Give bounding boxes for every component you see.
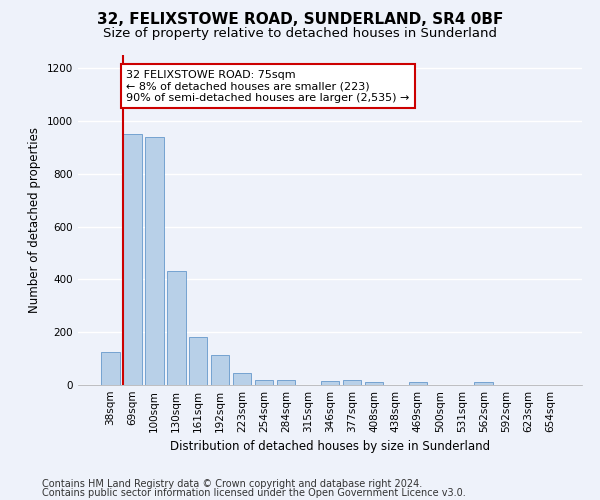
Text: 32, FELIXSTOWE ROAD, SUNDERLAND, SR4 0BF: 32, FELIXSTOWE ROAD, SUNDERLAND, SR4 0BF <box>97 12 503 28</box>
Bar <box>167 272 185 385</box>
Text: Contains public sector information licensed under the Open Government Licence v3: Contains public sector information licen… <box>42 488 466 498</box>
Y-axis label: Number of detached properties: Number of detached properties <box>28 127 41 313</box>
Bar <box>277 380 295 385</box>
Bar <box>101 352 119 385</box>
Bar <box>233 373 251 385</box>
Bar <box>123 134 142 385</box>
Bar <box>211 354 229 385</box>
Bar <box>475 382 493 385</box>
Bar <box>145 138 164 385</box>
Bar <box>343 380 361 385</box>
Bar <box>189 337 208 385</box>
Text: Contains HM Land Registry data © Crown copyright and database right 2024.: Contains HM Land Registry data © Crown c… <box>42 479 422 489</box>
Bar <box>255 380 274 385</box>
Bar <box>320 381 340 385</box>
Bar <box>365 382 383 385</box>
Text: 32 FELIXSTOWE ROAD: 75sqm
← 8% of detached houses are smaller (223)
90% of semi-: 32 FELIXSTOWE ROAD: 75sqm ← 8% of detach… <box>126 70 410 102</box>
Text: Size of property relative to detached houses in Sunderland: Size of property relative to detached ho… <box>103 28 497 40</box>
X-axis label: Distribution of detached houses by size in Sunderland: Distribution of detached houses by size … <box>170 440 490 454</box>
Bar <box>409 382 427 385</box>
